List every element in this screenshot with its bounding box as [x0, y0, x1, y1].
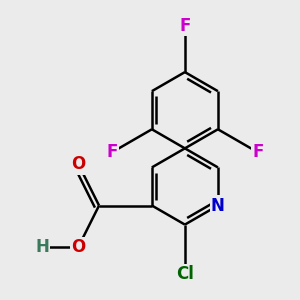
Text: O: O — [71, 155, 85, 173]
Text: F: F — [179, 17, 190, 35]
Text: N: N — [211, 196, 225, 214]
Text: Cl: Cl — [176, 265, 194, 283]
Text: H: H — [35, 238, 49, 256]
Text: F: F — [252, 143, 264, 161]
Text: F: F — [106, 143, 118, 161]
Text: O: O — [71, 238, 85, 256]
